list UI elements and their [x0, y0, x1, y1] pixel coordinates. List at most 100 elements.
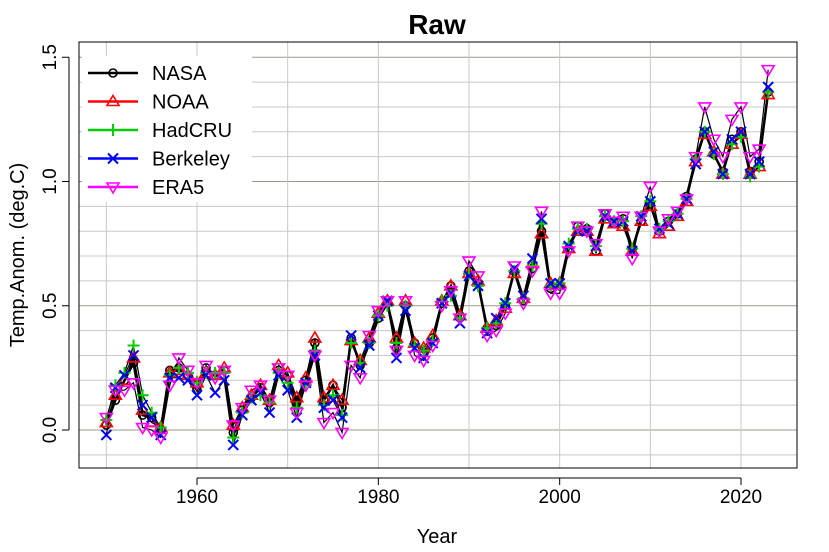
- legend-label-noaa: NOAA: [152, 92, 209, 114]
- legend-marker-berkeley: [107, 152, 119, 165]
- data-point-era5: [624, 253, 640, 267]
- data-point-era5: [361, 330, 377, 344]
- data-point-era5: [343, 360, 359, 373]
- data-point-hadcru: [118, 366, 131, 379]
- data-point-berkeley: [327, 394, 339, 406]
- data-point-era5: [216, 365, 232, 378]
- data-point-berkeley: [726, 133, 738, 145]
- x-tick-label: 2000: [539, 487, 581, 508]
- data-point-noaa: [661, 218, 676, 232]
- data-point-berkeley: [281, 384, 294, 396]
- data-point-era5: [651, 226, 667, 239]
- data-point-berkeley: [544, 277, 557, 290]
- data-point-hadcru: [127, 339, 140, 352]
- data-point-berkeley: [553, 277, 566, 290]
- data-point-berkeley: [499, 297, 511, 309]
- data-point-berkeley: [318, 401, 330, 414]
- data-point-hadcru: [426, 334, 439, 347]
- data-point-era5: [425, 340, 441, 354]
- legend-marker-nasa: [108, 68, 118, 78]
- data-point-era5: [534, 206, 549, 219]
- data-point-noaa: [579, 223, 595, 236]
- data-point-era5: [525, 266, 540, 279]
- data-point-berkeley: [744, 168, 756, 180]
- data-point-era5: [742, 151, 758, 165]
- data-point-berkeley: [182, 374, 194, 387]
- data-point-era5: [488, 325, 504, 339]
- data-point-noaa: [570, 223, 586, 236]
- data-point-berkeley: [399, 305, 412, 317]
- data-point-era5: [243, 385, 259, 398]
- data-point-hadcru: [417, 344, 430, 357]
- data-point-era5: [688, 151, 704, 165]
- data-point-era5: [370, 305, 386, 319]
- data-point-era5: [670, 206, 685, 219]
- data-point-era5: [633, 211, 649, 224]
- data-point-berkeley: [345, 329, 357, 342]
- data-point-berkeley: [209, 387, 221, 399]
- legend-label-hadcru: HadCRU: [152, 120, 232, 142]
- data-point-era5: [760, 64, 776, 78]
- data-point-era5: [117, 385, 132, 398]
- data-point-noaa: [171, 362, 187, 376]
- data-point-era5: [207, 373, 223, 386]
- legend-label-berkeley: Berkeley: [152, 149, 230, 171]
- series-markers: [98, 64, 776, 451]
- data-point-berkeley: [227, 439, 239, 451]
- data-point-berkeley: [263, 406, 276, 419]
- data-point-noaa: [307, 330, 323, 343]
- data-point-era5: [706, 134, 722, 147]
- data-point-era5: [398, 295, 413, 309]
- data-point-berkeley: [490, 312, 502, 324]
- data-point-berkeley: [717, 168, 729, 180]
- data-point-hadcru: [580, 222, 593, 235]
- y-tick-label: 1.5: [40, 44, 61, 70]
- data-point-hadcru: [290, 401, 303, 414]
- x-axis-label: Year: [417, 526, 458, 548]
- data-point-berkeley: [336, 411, 348, 424]
- data-point-hadcru: [136, 389, 149, 402]
- data-point-berkeley: [218, 374, 230, 387]
- legend: NASA NOAA HadCRU Berkeley ERA5: [82, 56, 252, 202]
- data-point-nasa: [128, 358, 139, 368]
- data-point-berkeley: [762, 81, 774, 93]
- data-point-era5: [697, 102, 713, 115]
- legend-marker-era5: [105, 182, 121, 195]
- data-point-berkeley: [708, 145, 720, 158]
- legend-marker-hadcru: [107, 124, 119, 136]
- data-point-era5: [189, 377, 205, 391]
- legend-label-nasa: NASA: [152, 63, 207, 85]
- data-point-berkeley: [354, 362, 366, 374]
- data-point-hadcru: [227, 431, 240, 444]
- data-point-era5: [316, 417, 332, 431]
- data-point-berkeley: [735, 126, 747, 138]
- data-point-hadcru: [336, 409, 349, 422]
- data-point-era5: [679, 194, 695, 207]
- data-point-era5: [497, 308, 513, 321]
- data-point-hadcru: [526, 259, 539, 272]
- data-point-hadcru: [109, 379, 122, 392]
- data-point-era5: [379, 295, 395, 309]
- x-tick-label: 2020: [720, 487, 762, 508]
- data-point-era5: [98, 412, 114, 426]
- data-point-era5: [153, 432, 169, 446]
- data-point-era5: [443, 286, 459, 299]
- data-point-era5: [253, 380, 268, 393]
- data-point-nasa: [137, 410, 148, 420]
- data-point-era5: [126, 377, 141, 391]
- data-point-noaa: [760, 86, 776, 100]
- data-point-hadcru: [317, 399, 330, 412]
- y-tick-label: 1.0: [40, 168, 61, 194]
- plot-frame: [78, 41, 798, 469]
- data-point-era5: [470, 271, 486, 284]
- data-point-era5: [452, 313, 468, 326]
- data-point-era5: [515, 298, 531, 311]
- data-point-berkeley: [753, 155, 765, 168]
- data-point-era5: [751, 144, 767, 157]
- data-point-era5: [416, 355, 432, 368]
- data-point-era5: [552, 288, 568, 301]
- data-point-era5: [615, 211, 631, 224]
- data-point-berkeley: [100, 429, 113, 441]
- data-point-era5: [642, 181, 658, 195]
